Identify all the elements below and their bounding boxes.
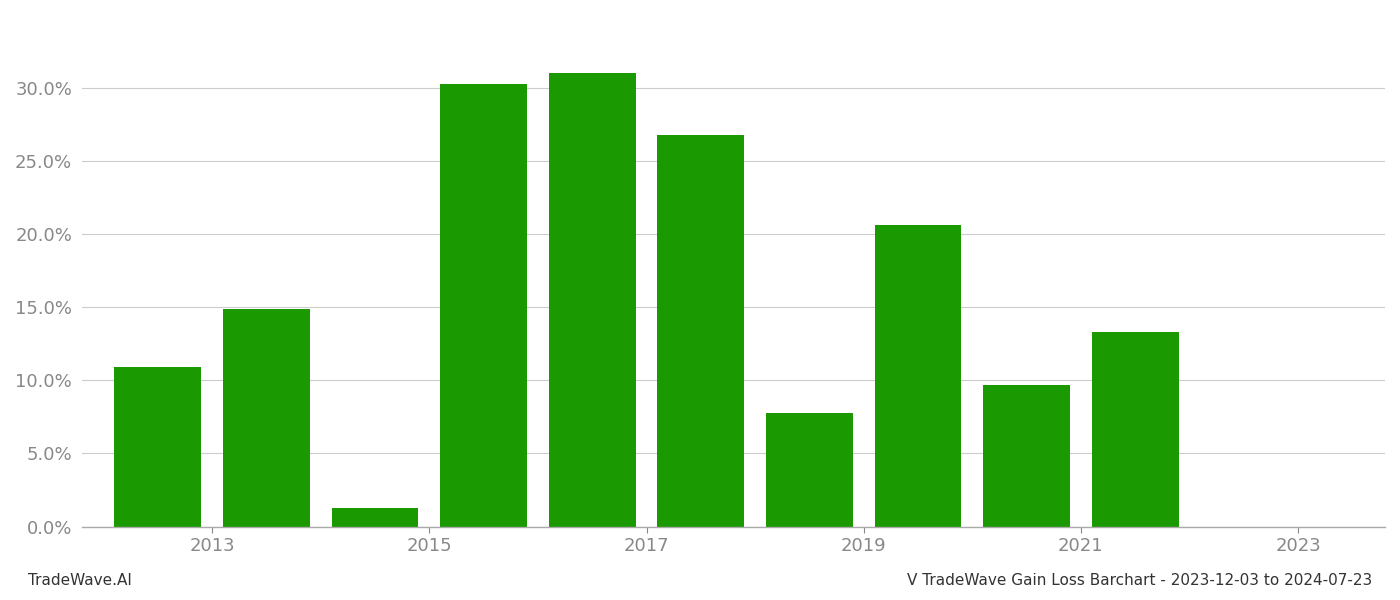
- Bar: [223, 309, 309, 527]
- Bar: [875, 226, 962, 527]
- Bar: [440, 83, 526, 527]
- Text: TradeWave.AI: TradeWave.AI: [28, 573, 132, 588]
- Bar: [658, 135, 745, 527]
- Bar: [549, 73, 636, 527]
- Bar: [766, 413, 853, 527]
- Bar: [332, 508, 419, 527]
- Text: V TradeWave Gain Loss Barchart - 2023-12-03 to 2024-07-23: V TradeWave Gain Loss Barchart - 2023-12…: [907, 573, 1372, 588]
- Bar: [1092, 332, 1179, 527]
- Bar: [115, 367, 202, 527]
- Bar: [983, 385, 1070, 527]
